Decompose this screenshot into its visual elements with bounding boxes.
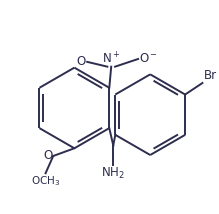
Text: OCH$_3$: OCH$_3$ (31, 174, 60, 188)
Text: NH$_2$: NH$_2$ (101, 166, 125, 181)
Text: N$^+$: N$^+$ (102, 51, 120, 67)
Text: O: O (43, 149, 52, 162)
Text: Br: Br (203, 69, 217, 82)
Text: O: O (76, 55, 85, 68)
Text: O$^-$: O$^-$ (139, 52, 158, 65)
